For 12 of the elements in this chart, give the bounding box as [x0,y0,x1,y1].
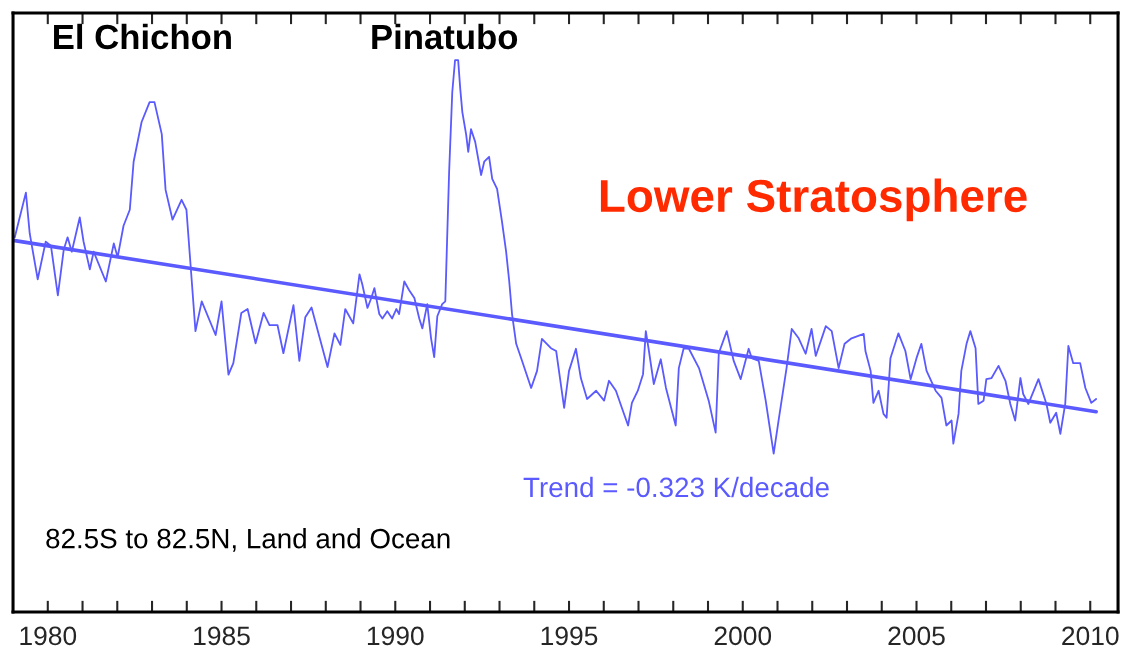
annotation: 82.5S to 82.5N, Land and Ocean [46,528,450,552]
x-tick-label: 2010 [1062,626,1119,646]
annotation: Trend = -0.323 K/decade [523,476,829,498]
text: Pinatubo [372,23,518,50]
x-tick-label: 1980 [20,626,77,646]
text: Lower Stratosphere [600,178,1027,222]
x-tick-label: 1990 [367,626,424,646]
text: El Chichon [54,23,231,50]
x-tick-label: 2005 [888,626,945,646]
x-tick-label: 1985 [194,626,250,646]
x-tick-label: 1995 [541,626,598,646]
x-tick-label: 2000 [714,626,772,646]
